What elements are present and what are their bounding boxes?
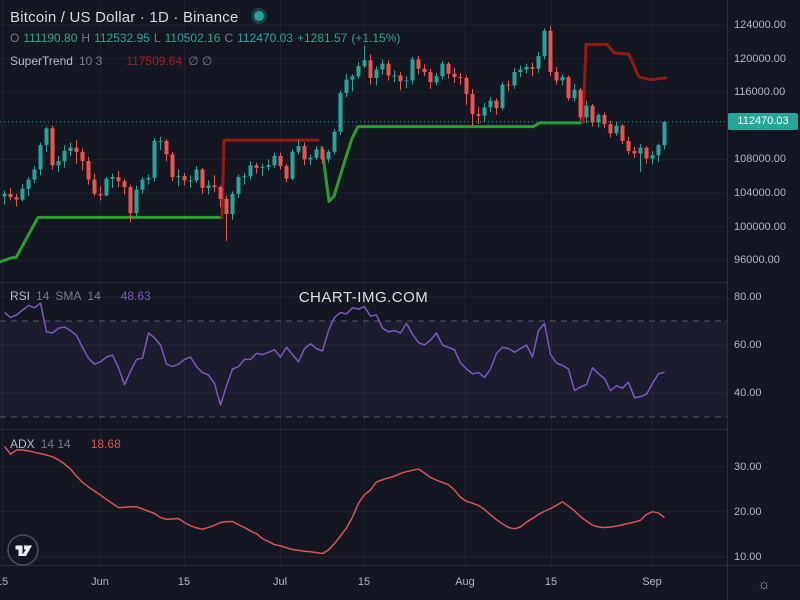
- supertrend-extra-values: ∅ ∅: [188, 54, 213, 68]
- change-value: +1281.57: [296, 31, 348, 45]
- time-tick-label[interactable]: 15: [177, 576, 191, 588]
- low-label: L: [153, 31, 161, 45]
- rsi-legend-row[interactable]: RSI 14 SMA 14 48.63: [10, 289, 151, 303]
- change-percent: (+1.15%): [351, 31, 401, 45]
- price-tick-label[interactable]: 104000.00: [734, 187, 786, 199]
- price-tick-label[interactable]: 120000.00: [734, 52, 786, 65]
- rsi-sma-param: 14: [87, 289, 101, 303]
- supertrend-value: 117509.64: [126, 54, 183, 68]
- data-ok-dot-icon[interactable]: [250, 8, 267, 24]
- close-value: 112470.03: [237, 31, 293, 45]
- price-tick-label[interactable]: 116000.00: [734, 86, 786, 99]
- adx-tick-label[interactable]: 20.00: [734, 505, 762, 518]
- sun-icon[interactable]: ☼: [757, 576, 771, 593]
- time-tick-label[interactable]: 15: [544, 576, 558, 588]
- adx-name: ADX: [10, 437, 35, 451]
- time-tick-label[interactable]: Aug: [455, 576, 475, 588]
- adx-params: 14 14: [40, 437, 71, 451]
- open-value: 111190.80: [23, 31, 78, 45]
- price-tick-label[interactable]: 108000.00: [734, 153, 786, 166]
- adx-value: 18.68: [90, 437, 121, 451]
- rsi-value: 48.63: [120, 289, 151, 303]
- rsi-sma-label: SMA: [55, 289, 82, 303]
- watermark: CHART-IMG.COM: [298, 289, 429, 306]
- high-value: 112532.95: [94, 31, 150, 45]
- current-price-badge: 112470.03: [728, 113, 798, 130]
- adx-legend-row[interactable]: ADX 14 14 18.68: [10, 437, 121, 451]
- symbol-title-row[interactable]: Bitcoin / US Dollar · 1D · Binance: [10, 6, 267, 26]
- price-tick-label[interactable]: 96000.00: [734, 254, 780, 267]
- time-tick-label[interactable]: Jul: [272, 576, 288, 588]
- open-label: O: [10, 31, 20, 45]
- price-tick-label[interactable]: 100000.00: [734, 220, 786, 233]
- price-axis-separator: [727, 0, 728, 600]
- supertrend-legend-row[interactable]: SuperTrend 10 3 117509.64 ∅ ∅: [10, 54, 212, 68]
- time-axis-separator: [0, 565, 800, 566]
- pane-separator-rsi[interactable]: [0, 282, 727, 283]
- ohlc-legend-row[interactable]: O 111190.80 H 112532.95 L 110502.16 C 11…: [10, 31, 400, 45]
- rsi-param: 14: [36, 289, 50, 303]
- adx-tick-label[interactable]: 10.00: [734, 550, 762, 563]
- supertrend-params: 10 3: [78, 54, 103, 68]
- adx-tick-label[interactable]: 30.00: [734, 460, 762, 473]
- low-value: 110502.16: [164, 31, 221, 45]
- page-title: Bitcoin / US Dollar · 1D · Binance: [10, 9, 239, 26]
- close-label: C: [224, 31, 234, 45]
- tradingview-logo-icon[interactable]: [6, 533, 40, 567]
- pane-separator-adx[interactable]: [0, 429, 727, 430]
- price-tick-label[interactable]: 124000.00: [734, 19, 786, 31]
- supertrend-name: SuperTrend: [10, 54, 73, 68]
- time-tick-label[interactable]: Jun: [91, 576, 109, 588]
- time-tick-label[interactable]: Sep: [642, 576, 662, 588]
- rsi-tick-label[interactable]: 80.00: [734, 291, 762, 303]
- rsi-name: RSI: [10, 289, 31, 303]
- rsi-tick-label[interactable]: 40.00: [734, 387, 762, 399]
- time-tick-label[interactable]: 15: [0, 576, 9, 588]
- time-tick-label[interactable]: 15: [357, 576, 371, 588]
- rsi-tick-label[interactable]: 60.00: [734, 339, 762, 351]
- high-label: H: [81, 31, 91, 45]
